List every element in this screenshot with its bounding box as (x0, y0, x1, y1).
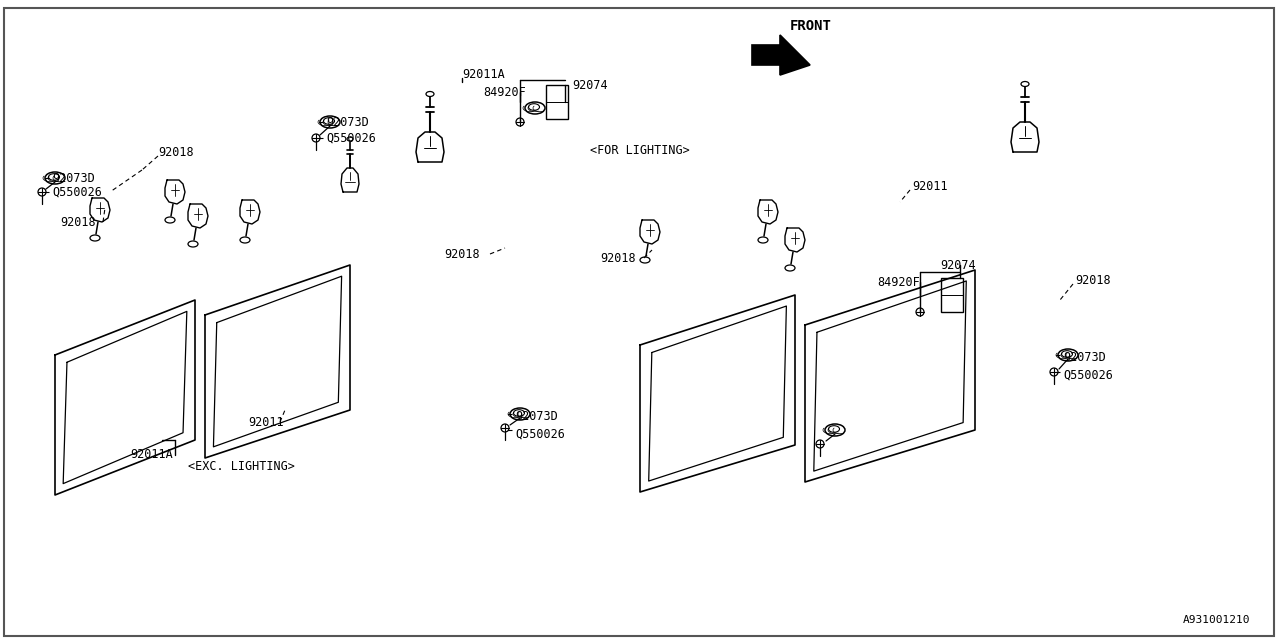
Text: 92074: 92074 (572, 79, 608, 92)
Text: Q550026: Q550026 (52, 186, 102, 198)
Text: FRONT: FRONT (790, 19, 832, 33)
Text: 92011A: 92011A (462, 67, 504, 81)
Text: <EXC. LIGHTING>: <EXC. LIGHTING> (188, 460, 294, 472)
Polygon shape (753, 35, 810, 75)
Text: 92011A: 92011A (131, 449, 173, 461)
Text: A931001210: A931001210 (1183, 615, 1251, 625)
Text: 92018: 92018 (157, 145, 193, 159)
Bar (941, 278, 963, 312)
Text: <FOR LIGHTING>: <FOR LIGHTING> (590, 143, 690, 157)
Text: 92011: 92011 (913, 179, 947, 193)
Text: 84920F: 84920F (483, 86, 526, 99)
Text: 92073D: 92073D (326, 115, 369, 129)
Text: 92011: 92011 (248, 415, 284, 429)
Text: Q550026: Q550026 (1062, 369, 1112, 381)
Text: 92018: 92018 (60, 216, 96, 228)
Text: Q550026: Q550026 (515, 428, 564, 440)
Text: 92018: 92018 (600, 252, 636, 264)
Text: 92073D: 92073D (515, 410, 558, 422)
Bar (547, 85, 568, 119)
Text: Q550026: Q550026 (326, 131, 376, 145)
Text: 92073D: 92073D (52, 172, 95, 184)
Text: 92073D: 92073D (1062, 351, 1106, 364)
Text: 84920F: 84920F (877, 275, 920, 289)
Text: 92018: 92018 (444, 248, 480, 260)
Text: 92074: 92074 (940, 259, 975, 271)
Text: 92018: 92018 (1075, 273, 1111, 287)
